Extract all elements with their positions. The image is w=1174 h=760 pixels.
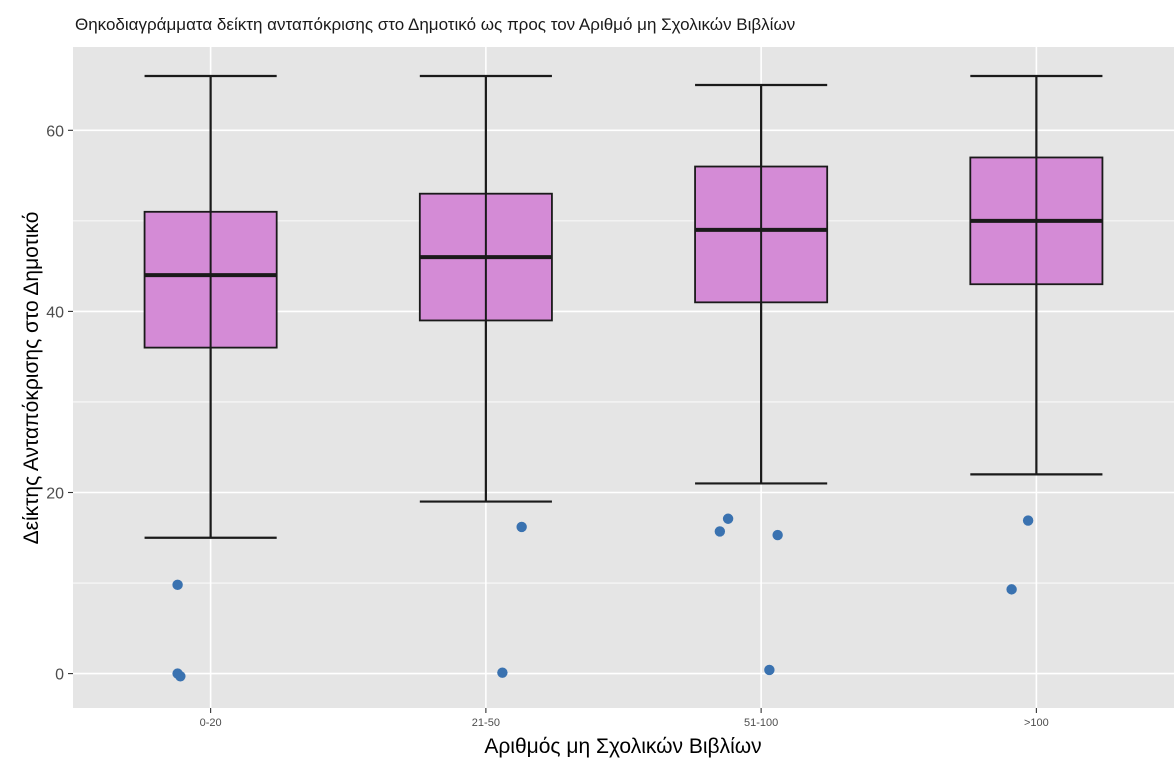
outlier-point — [764, 664, 775, 676]
outlier-point — [1006, 584, 1017, 595]
outlier-point — [497, 667, 508, 678]
y-tick-label: 60 — [46, 123, 64, 140]
x-tick-label: 0-20 — [200, 717, 222, 729]
outlier-point — [1022, 515, 1034, 526]
plot-panel — [73, 47, 1174, 708]
outlier-point — [172, 579, 183, 591]
outlier-point — [714, 526, 726, 537]
box->100 — [969, 74, 1104, 476]
x-tick-label: 21-50 — [472, 717, 500, 729]
x-tick-label: 51-100 — [744, 717, 778, 729]
chart-title: Θηκοδιαγράμματα δείκτη ανταπόκρισης στο … — [75, 15, 795, 34]
box-0-20 — [143, 74, 278, 539]
y-tick-label: 40 — [46, 304, 64, 321]
outlier-point — [175, 671, 186, 682]
outliers-layer — [172, 513, 1034, 682]
y-tick-label: 20 — [46, 485, 64, 502]
x-axis-title: Αριθμός μη Σχολικών Βιβλίων — [484, 735, 761, 758]
boxes-layer — [143, 74, 1104, 539]
box-51-100 — [694, 83, 829, 485]
y-axis-title: Δείκτης Ανταπόκρισης στο Δημοτικό — [20, 212, 43, 545]
x-tick-label: >100 — [1024, 717, 1049, 729]
outlier-point — [516, 521, 527, 533]
box-21-50 — [418, 74, 553, 503]
y-tick-label: 0 — [55, 667, 64, 684]
y-axis-ticks: 0 20 40 60 — [46, 123, 73, 684]
x-axis-ticks: 0-20 21-50 51-100 >100 — [200, 708, 1049, 729]
outlier-point — [772, 529, 783, 541]
outlier-point — [722, 513, 734, 524]
